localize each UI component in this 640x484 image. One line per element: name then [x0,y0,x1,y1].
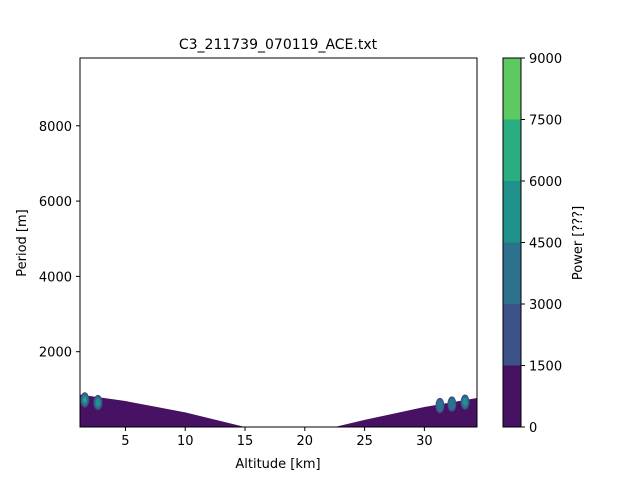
x-tick-label-2: 15 [237,434,254,449]
contour-hotspot-1 [95,398,101,407]
colorbar-tick-label-0: 0 [529,421,537,436]
contour-hotspot-4 [462,398,468,407]
y-tick-label-1: 4000 [39,270,72,285]
y-tick-label-0: 2000 [39,346,72,361]
colorbar-tick-label-5: 7500 [529,114,562,129]
colorbar-band-5 [503,58,521,120]
plot-frame [79,57,478,428]
colorbar-tick-label-3: 4500 [529,237,562,252]
x-tick-label-0: 5 [121,434,129,449]
colorbar-tick-label-6: 9000 [529,52,562,67]
colorbar-band-0 [503,365,521,427]
x-axis-label: Altitude [km] [235,457,320,472]
colorbar-tick-label-2: 3000 [529,298,562,313]
plot-area: 5 10 15 20 25 30 2000 4000 6000 8000 [39,57,478,449]
plot-background [80,58,477,427]
y-axis-label: Period [m] [15,209,30,276]
colorbar-band-4 [503,119,521,181]
x-tick-label-1: 10 [177,434,194,449]
colorbar-tick-label-4: 6000 [529,175,562,190]
y-tick-label-3: 8000 [39,120,72,135]
contour-hotspot-2 [436,399,444,412]
colorbar-band-1 [503,304,521,366]
colorbar-label: Power [???] [571,206,586,280]
colorbar-band-2 [503,242,521,304]
contour-fill-lowest [80,394,477,427]
x-tick-label-3: 20 [297,434,314,449]
colorbar-band-3 [503,181,521,243]
chart-title: C3_211739_070119_ACE.txt [179,37,378,53]
colorbar-tick-label-1: 1500 [529,360,562,375]
y-tick-label-2: 6000 [39,195,72,210]
x-tick-label-4: 25 [356,434,373,449]
contour-hotspot-3 [448,398,456,410]
contour-hotspot-0 [83,397,86,402]
x-tick-label-5: 30 [416,434,433,449]
colorbar: 0 1500 3000 4500 6000 7500 9000 [502,52,562,436]
